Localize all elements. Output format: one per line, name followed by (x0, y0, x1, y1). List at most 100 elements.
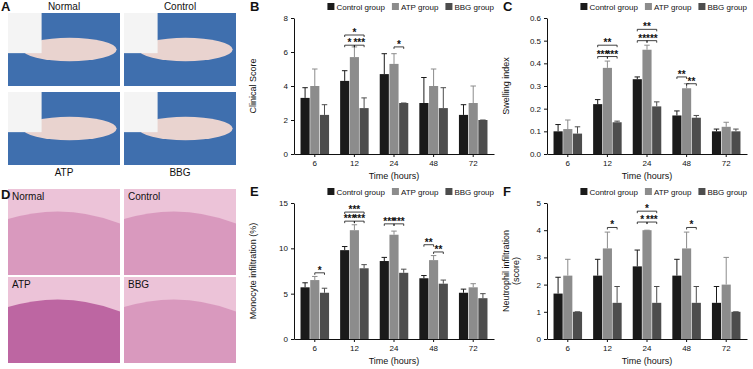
error-bar (312, 69, 317, 86)
bar (692, 303, 701, 339)
legend-entry: Control group (327, 3, 385, 12)
bar (652, 106, 661, 154)
significance-label: * (645, 203, 649, 214)
error-bar (654, 102, 659, 107)
bars (301, 47, 488, 154)
photo-label: BBG (169, 167, 190, 178)
plot: 051015612244872********************Contr… (248, 188, 495, 366)
x-tick-mark (433, 339, 434, 342)
photo-tissue (124, 299, 236, 363)
x-tick-label: 6 (313, 159, 318, 168)
y-tick-label: 3 (537, 253, 542, 262)
y-tick-label: 2 (537, 281, 542, 290)
bar (380, 74, 389, 154)
bar (603, 248, 612, 339)
error-bar (461, 105, 466, 115)
bar (389, 64, 398, 154)
error-bar (441, 280, 446, 284)
x-axis: 612244872 (548, 339, 748, 353)
bar (350, 57, 359, 154)
x-tick-mark (394, 154, 395, 157)
y-tick: 10 (279, 244, 294, 253)
x-axis: 612244872 (295, 339, 495, 353)
y-tick: 0.4 (530, 59, 547, 68)
error-bar (605, 232, 610, 248)
y-tick: 0.1 (530, 127, 547, 136)
error-bar (342, 247, 347, 251)
error-bar (565, 120, 570, 129)
error-bar (575, 127, 580, 134)
legend-entry: BBG group (445, 188, 494, 197)
y-tick-label: 0.6 (530, 14, 542, 23)
chart-panel: 012345612244872*******Control groupATP g… (501, 184, 748, 366)
plot: 012345612244872*******Control groupATP g… (501, 188, 748, 366)
bar (672, 115, 681, 154)
photo-background (124, 13, 236, 86)
legend-label: ATP group (401, 188, 439, 197)
y-tick: 6 (284, 48, 294, 57)
y-tick-label: 5 (284, 290, 289, 299)
x-tick: 72 (722, 154, 731, 168)
y-axis: 02468 (284, 14, 295, 159)
error-bar (694, 115, 699, 117)
photo-fur (124, 13, 158, 53)
y-tick-mark (544, 109, 547, 110)
x-axis-title: Time (hours) (369, 171, 420, 181)
photo-label: Normal (48, 1, 80, 12)
x-tick: 48 (429, 154, 438, 168)
error-bar (391, 231, 396, 235)
x-tick-mark (647, 154, 648, 157)
significance-label: *** (393, 216, 405, 227)
error-bar (733, 129, 738, 131)
x-tick-label: 72 (722, 344, 731, 353)
bar (633, 79, 642, 154)
image-panel: NormalControlATPBBGD (1, 187, 236, 363)
legend-entry: Control group (580, 188, 638, 197)
legend-swatch (445, 3, 452, 10)
bar (554, 131, 563, 154)
y-tick-label: 10 (279, 244, 288, 253)
bar (672, 276, 681, 339)
significance-label: ** (435, 244, 443, 255)
significance-label: ** (638, 33, 646, 44)
bar (593, 104, 602, 154)
bar (340, 250, 349, 339)
x-tick: 72 (722, 339, 731, 353)
error-bar (555, 125, 560, 132)
significance-label: *** (353, 213, 365, 224)
x-tick-label: 6 (566, 159, 571, 168)
x-tick-mark (314, 154, 315, 157)
error-bar (431, 256, 436, 261)
y-tick: 4 (537, 226, 547, 235)
error-bar (322, 105, 327, 115)
error-bar (555, 277, 560, 293)
photo-background (124, 92, 236, 165)
significance-label: * (348, 37, 352, 48)
bar (419, 103, 428, 154)
y-tick-mark (291, 339, 294, 340)
y-tick-mark (544, 86, 547, 87)
error-bar (565, 259, 570, 275)
y-tick-mark (544, 339, 547, 340)
significance-label: ** (425, 237, 433, 248)
photo (8, 277, 120, 363)
figure: NormalControlATPBBGANormalControlATPBBGD… (0, 0, 753, 369)
x-tick: 48 (682, 154, 691, 168)
bar (469, 103, 478, 154)
x-tick-label: 48 (429, 344, 438, 353)
error-bar (470, 284, 475, 288)
y-axis: 051015 (279, 199, 294, 344)
y-axis-line (294, 19, 295, 155)
y-tick-label: 0.1 (530, 127, 542, 136)
x-axis-title: Time (hours) (369, 356, 420, 366)
bar (633, 266, 642, 339)
error-bar (470, 86, 475, 103)
bar (478, 298, 487, 339)
y-tick-mark (544, 41, 547, 42)
bar (301, 98, 310, 154)
y-tick-mark (544, 154, 547, 155)
y-tick-label: 0.5 (530, 37, 542, 46)
error-bar (441, 88, 446, 108)
significance-label: *** (646, 33, 658, 44)
error-bar (431, 69, 436, 86)
